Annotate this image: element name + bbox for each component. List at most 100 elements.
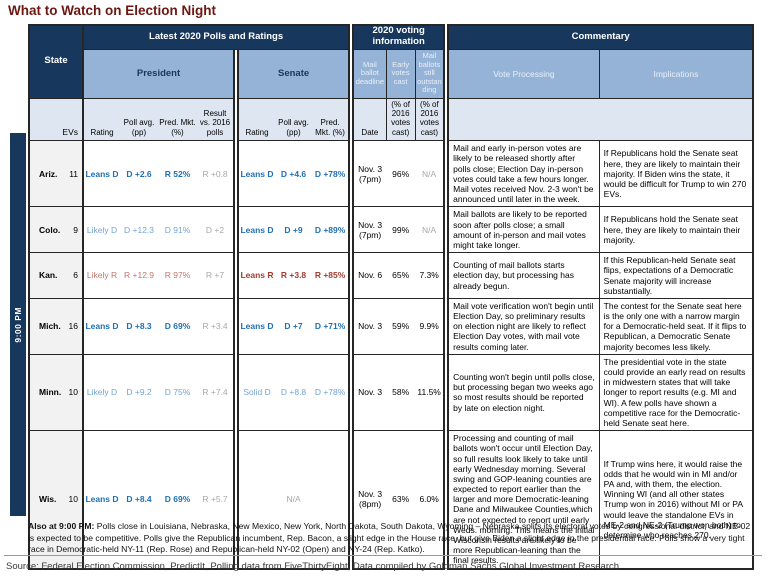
section-gap [349, 49, 354, 98]
implications-note: If this Republican-held Senate seat flip… [598, 252, 755, 299]
vote-processing-note: Mail ballots are likely to be reported s… [447, 206, 600, 254]
early-votes-header: Early votes cast [385, 48, 416, 99]
implications-note: The contest for the Senate seat here is … [598, 297, 755, 355]
divider-line [4, 555, 762, 556]
evs-value: 11 [63, 140, 85, 208]
president-poll-avg-header: Poll avg. (pp) [120, 97, 159, 142]
president-poll-avg: R +12.9 [120, 252, 159, 299]
senate-pred-mkt: D +78% [312, 140, 351, 208]
implications-note: If Republicans hold the Senate seat here… [598, 140, 755, 208]
poll-close-time-label: 9:00 PM [13, 306, 23, 343]
header-row-groups: President Senate Mail ballot deadline Ea… [29, 48, 755, 99]
state-header: State [27, 24, 85, 99]
header-row-sublabels: EVs Rating Poll avg. (pp) Pred. Mkt. (%)… [27, 97, 755, 142]
commentary-spacer [447, 97, 755, 142]
senate-poll-avg: D +4.6 [275, 140, 313, 208]
section-gap [444, 298, 449, 355]
evs-value: 16 [63, 297, 85, 355]
footnote-text: Polls close in Louisiana, Nebraska, New … [28, 521, 751, 554]
election-watch-table: State Latest 2020 Polls and Ratings 2020… [27, 24, 755, 570]
senate-rating: Solid D [237, 353, 276, 432]
president-rating: Likely R [82, 252, 121, 299]
section-gap [444, 252, 449, 299]
president-rating: Leans D [82, 430, 121, 570]
president-poll-avg: D +8.4 [120, 430, 159, 570]
mail-deadline: Nov. 3 (7pm) [352, 140, 387, 208]
table-row-kansas: Kan. 6 Likely R R +12.9 R 97% R +7 Leans… [28, 252, 755, 299]
president-poll-avg: D +2.6 [120, 140, 159, 208]
vote-processing-note: Counting won't begin until polls close, … [447, 353, 600, 432]
senate-pred-mkt: D +71% [312, 297, 351, 355]
senate-rating: Leans D [237, 297, 276, 355]
table-row-michigan: Mich. 16 Leans D D +8.3 D 69% R +3.4 Lea… [28, 297, 755, 355]
footnote: Also at 9:00 PM: Polls close in Louisian… [28, 521, 754, 556]
early-votes-cast: 65% [386, 252, 416, 299]
senate-poll-avg: D +9 [275, 206, 313, 254]
section-gap [349, 140, 354, 207]
president-result-2016: R +5.7 [197, 430, 236, 570]
early-votes-cast: 96% [386, 140, 416, 208]
mail-outstanding: 7.3% [415, 252, 446, 299]
state-name: Mich. [28, 297, 63, 355]
vote-processing-note: Mail vote verification won't begin until… [447, 297, 600, 355]
page-title: What to Watch on Election Night [8, 3, 216, 18]
president-pred-mkt: D 69% [158, 297, 198, 355]
mail-outstanding: N/A [415, 206, 446, 254]
section-gap [234, 252, 239, 299]
section-gap [444, 354, 449, 431]
section-gap [444, 206, 449, 253]
president-pred-mkt: R 52% [158, 140, 198, 208]
senate-pred-mkt: D +89% [312, 206, 351, 254]
section-gap [349, 252, 354, 299]
vote-processing-header: Vote Processing [447, 48, 600, 99]
vote-processing-note: Counting of mail ballots starts election… [447, 252, 600, 299]
table-row-arizona: Ariz. 11 Leans D D +2.6 R 52% R +0.8 Lea… [28, 140, 755, 208]
section-gap [444, 49, 449, 98]
section-gap [349, 298, 354, 355]
evs-value: 10 [63, 353, 85, 432]
senate-rating: Leans D [237, 140, 276, 208]
poll-close-time-bar: 9:00 PM [10, 133, 26, 516]
senate-rating: Leans D [237, 206, 276, 254]
president-result-2016: D +2 [197, 206, 236, 254]
section-gap [234, 430, 239, 569]
section-gap [444, 98, 449, 141]
mail-outstanding-header: Mail ballots still outstanding [414, 48, 446, 99]
section-gap [234, 98, 239, 141]
section-gap [444, 430, 449, 569]
vote-processing-note: Processing and counting of mail ballots … [447, 430, 600, 570]
senate-rating-header: Rating [237, 97, 276, 142]
table-row-wisconsin: Wis. 10 Leans D D +8.4 D 69% R +5.7 N/A … [28, 430, 755, 570]
senate-not-applicable: N/A [237, 430, 351, 570]
implications-header: Implications [598, 48, 755, 99]
header-row-top: State Latest 2020 Polls and Ratings 2020… [27, 24, 755, 99]
early-votes-pct-header: (% of 2016 votes cast) [385, 97, 416, 142]
polls-ratings-header: Latest 2020 Polls and Ratings [82, 24, 351, 50]
president-result-2016: R +0.8 [197, 140, 236, 208]
senate-header: Senate [237, 48, 351, 99]
section-gap [349, 430, 354, 569]
section-gap [234, 298, 239, 355]
president-pred-mkt: D 75% [158, 353, 198, 432]
president-result-2016: R +7 [197, 252, 236, 299]
state-name: Ariz. [28, 140, 63, 208]
section-gap [234, 140, 239, 207]
source-line: Source: Federal Election Commission, Pre… [6, 561, 620, 572]
section-gap [444, 140, 449, 207]
mail-deadline: Nov. 3 (8pm) [352, 430, 387, 570]
senate-pred-mkt: D +78% [312, 353, 351, 432]
senate-pred-mkt-header: Pred. Mkt. (%) [312, 97, 351, 142]
evs-header: EVs [27, 97, 85, 142]
footnote-lead: Also at 9:00 PM: [28, 521, 95, 531]
mail-outstanding: N/A [415, 140, 446, 208]
president-rating: Leans D [82, 297, 121, 355]
voting-info-header: 2020 voting information [352, 24, 446, 50]
senate-poll-avg: D +8.8 [275, 353, 313, 432]
state-name: Colo. [28, 206, 63, 254]
mail-outstanding: 9.9% [415, 297, 446, 355]
implications-note: If Trump wins here, it would raise the o… [598, 430, 755, 570]
senate-poll-avg-header: Poll avg. (pp) [275, 97, 313, 142]
table-row-minnesota: Minn. 10 Likely D D +9.2 D 75% R +7.4 So… [28, 353, 755, 432]
evs-value: 6 [63, 252, 85, 299]
table-row-colorado: Colo. 9 Likely D D +12.3 D 91% D +2 Lean… [28, 206, 755, 254]
